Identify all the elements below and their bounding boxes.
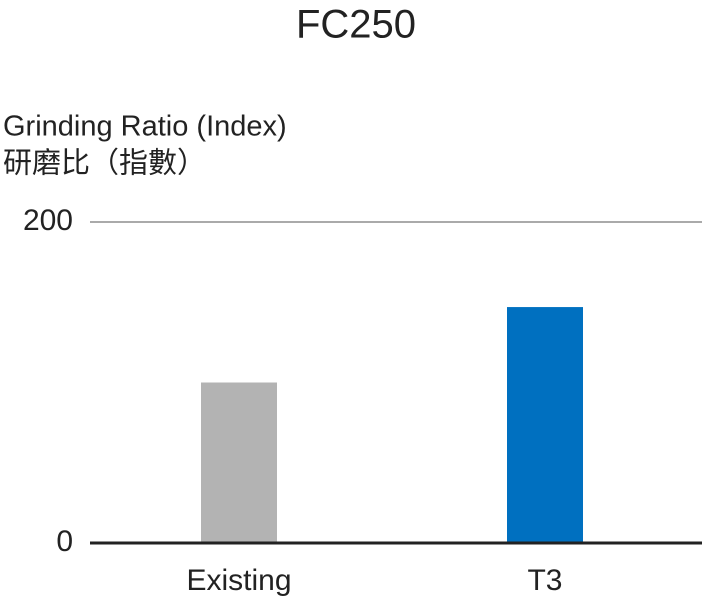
y-tick-label: 200 <box>23 204 73 237</box>
y-axis-label: 研磨比（指數） <box>3 147 206 180</box>
chart-title: FC250 <box>296 3 416 47</box>
y-axis-label: Grinding Ratio (Index) <box>3 111 287 143</box>
y-tick-label: 0 <box>56 525 73 558</box>
bar <box>201 382 277 543</box>
bar <box>507 307 583 543</box>
x-tick-label: T3 <box>527 564 562 597</box>
x-tick-label: Existing <box>186 564 291 597</box>
